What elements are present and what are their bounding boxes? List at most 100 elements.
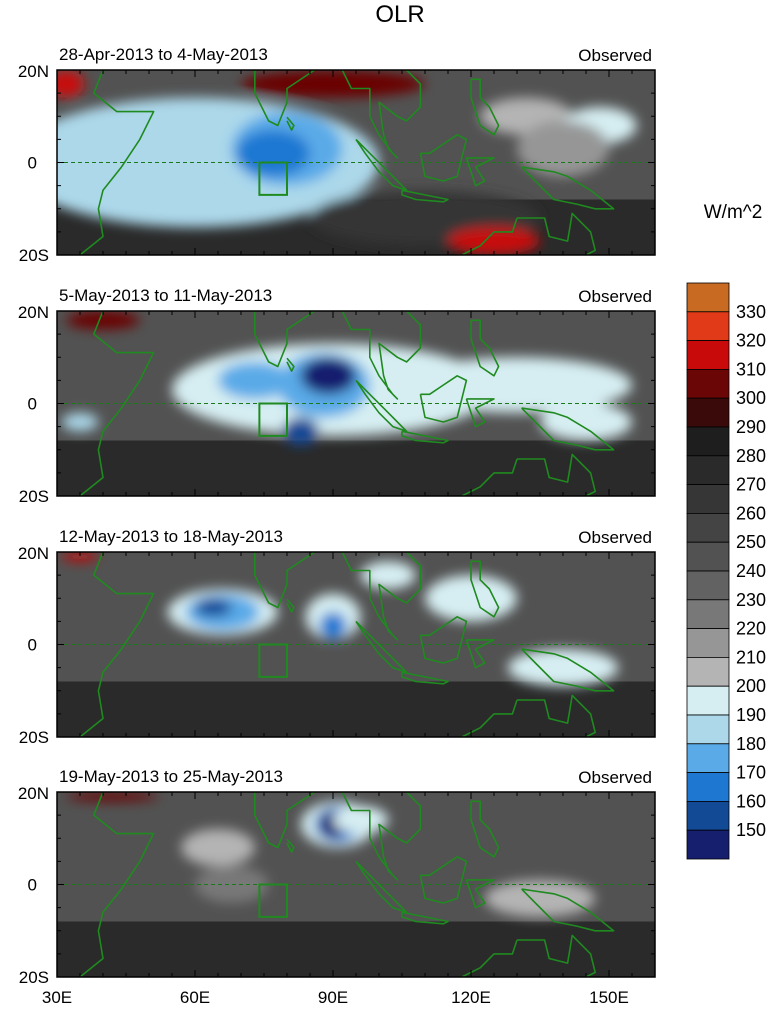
colorbar-level-label: 210 [736, 647, 766, 667]
region-box [258, 883, 288, 918]
coastline [517, 934, 597, 977]
coastline [254, 552, 316, 609]
olr-contour-region [195, 866, 269, 903]
coastline [286, 838, 295, 853]
colorbar-level-label: 300 [736, 388, 766, 408]
lat-tick-label: 0 [28, 876, 37, 895]
coastline [521, 648, 615, 692]
colorbar-level-label: 270 [736, 475, 766, 495]
colorbar-swatch [686, 513, 730, 543]
colorbar-level-label: 240 [736, 561, 766, 581]
coastlines [79, 792, 615, 977]
coastline [341, 552, 422, 641]
coastline [79, 311, 155, 496]
map-panel-1: 20N 0 20S 28-Apr-2013 to 4-May-2013 Observed [18, 45, 656, 265]
lat-tick-label: 20S [19, 728, 49, 747]
olr-contour-region [507, 649, 619, 687]
colorbar-swatch [686, 801, 730, 831]
olr-field [57, 552, 655, 737]
olr-field [57, 311, 655, 496]
olr-southern-band [57, 921, 655, 977]
lat-tick-label: 20S [19, 487, 49, 506]
colorbar-swatch [686, 628, 730, 658]
olr-contour-region [484, 879, 596, 917]
panel-observed-label: Observed [578, 287, 652, 306]
coastline [355, 138, 408, 192]
coastline [465, 879, 495, 909]
coastline [461, 939, 518, 977]
olr-contour-region [402, 357, 632, 413]
map-panels: 20N 0 20S 28-Apr-2013 to 4-May-2013 Observed… [18, 45, 656, 1007]
olr-southern-band [57, 440, 655, 496]
olr-contour-region [282, 417, 320, 446]
lat-tick-label: 0 [28, 154, 37, 173]
lon-tick-label: 30E [42, 988, 72, 1007]
coastline [355, 379, 408, 433]
coastline [419, 856, 468, 904]
lat-tick-label: 20N [18, 784, 49, 803]
coastline [461, 699, 518, 737]
olr-contour-region [181, 829, 255, 866]
olr-contour-region [66, 311, 140, 330]
coastline [419, 375, 468, 423]
coastlines [79, 552, 615, 737]
lon-tick-label: 60E [180, 988, 210, 1007]
colorbar-swatch [686, 397, 730, 428]
olr-southern-band [57, 681, 655, 737]
colorbar-swatch [686, 599, 730, 629]
coastline [401, 189, 449, 203]
colorbar-swatch [686, 541, 730, 572]
panel-period-label: 28-Apr-2013 to 4-May-2013 [59, 45, 268, 64]
colorbar-level-label: 220 [736, 619, 766, 639]
lat-tick-label: 20N [18, 544, 49, 563]
panel-observed-label: Observed [578, 46, 652, 65]
lat-tick-label: 20N [18, 62, 49, 81]
coastline [401, 911, 449, 925]
coastline [517, 453, 597, 496]
coastline [521, 166, 615, 210]
panel-observed-label: Observed [578, 528, 652, 547]
colorbar-level-label: 320 [736, 331, 766, 351]
lat-tick-label: 0 [28, 395, 37, 414]
colorbar-level-label: 290 [736, 417, 766, 437]
colorbar-swatch [686, 484, 730, 514]
coastline [470, 78, 500, 136]
lon-tick-label: 150E [589, 988, 629, 1007]
colorbar-swatch [686, 368, 730, 399]
colorbar-swatch [686, 340, 730, 370]
coastline [341, 70, 422, 159]
coastline [79, 552, 155, 737]
coastline [401, 430, 449, 444]
olr-field [57, 792, 655, 977]
coastline [521, 888, 615, 932]
coastline [254, 70, 316, 127]
lat-tick-label: 20N [18, 303, 49, 322]
colorbar-swatch [686, 657, 730, 687]
coastline [286, 116, 295, 131]
coastline [461, 458, 518, 496]
colorbar-swatch [686, 311, 730, 341]
coastline [465, 398, 495, 428]
colorbar-swatch [686, 455, 730, 485]
olr-contour-region [218, 361, 292, 399]
olr-contour-region [360, 561, 416, 589]
region-box [258, 161, 288, 196]
coastline [419, 616, 468, 664]
coastline [465, 639, 495, 669]
coastlines [79, 311, 615, 496]
colorbar-swatch [686, 570, 730, 601]
olr-contour-region [66, 792, 159, 802]
colorbar-level-label: 160 [736, 791, 766, 811]
map-panel-2: 20N 0 20S 5-May-2013 to 11-May-2013 Observed [18, 286, 656, 506]
coastline [79, 70, 155, 255]
lat-tick-label: 0 [28, 636, 37, 655]
coastline [470, 319, 500, 377]
coastline [286, 598, 295, 613]
coastline [341, 311, 422, 400]
colorbar-level-label: 190 [736, 705, 766, 725]
map-panel-4: 20N 0 20S 19-May-2013 to 25-May-2013 Observe… [18, 767, 656, 987]
olr-contour-region [300, 357, 356, 395]
coastline [341, 792, 422, 881]
unit-label: W/m^2 [704, 202, 763, 223]
